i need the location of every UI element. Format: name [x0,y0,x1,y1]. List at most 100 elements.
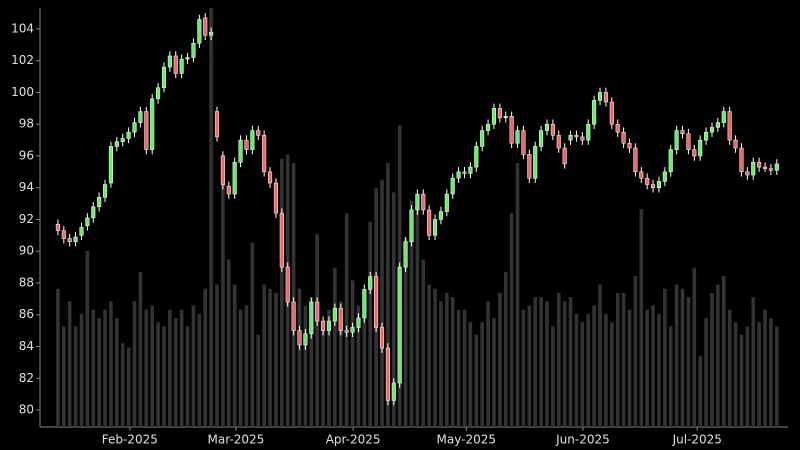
candle-body [326,320,332,331]
y-tick-label: 90 [19,244,34,258]
volume-bar [144,309,149,427]
volume-bar [350,280,355,427]
volume-bar [250,242,255,427]
volume-bar [162,326,166,427]
volume-bar [598,284,602,427]
volume-bar [663,288,667,427]
volume-bar [533,297,538,427]
candle-body [462,171,467,174]
volume-bar [492,318,496,427]
volume-bar [156,322,160,427]
candle-body [126,131,131,139]
volume-bar [409,200,414,427]
candle-body [727,111,732,141]
candle-body [297,330,302,346]
y-tick-label: 100 [11,85,34,99]
candle-body [267,171,273,184]
volume-bar [327,309,331,427]
candle-body [597,92,603,101]
candle-body [179,58,184,74]
volume-bar [633,276,638,427]
candle-body [544,123,550,131]
y-tick-label: 104 [11,21,34,35]
candle-body [144,111,149,150]
x-tick-label: May-2025 [437,433,496,447]
candle-body [656,181,662,188]
volume-bar [362,297,367,427]
volume-bar [427,284,431,427]
candle-body [256,130,261,136]
volume-bar [73,326,78,427]
volume-bar [115,318,119,427]
volume-bar [704,318,708,427]
volume-bar [592,305,596,427]
volume-bar [639,209,644,427]
volume-bar [79,313,84,427]
volume-bar [421,259,426,427]
candle-body [556,135,561,149]
candle-body [309,301,314,335]
volume-bar [97,318,101,427]
candle-body [55,223,60,231]
volume-bar [403,238,408,427]
volume-bar [574,313,579,427]
candle-body [250,130,255,150]
volume-bar [710,292,714,427]
candle-body [415,193,420,211]
candle-body [639,171,644,179]
candle-body [645,177,650,185]
volume-bar [733,322,738,427]
volume-bar [568,297,573,427]
candle-body [262,135,267,173]
volume-bar [215,284,219,427]
volume-bar [692,267,697,427]
candle-body [521,130,526,155]
volume-bar [698,355,703,427]
y-tick-label: 86 [19,307,34,321]
candle-body [321,320,326,331]
volume-bar [486,301,490,427]
volume-bar [745,326,750,427]
volume-bar [527,305,532,427]
volume-bar [757,322,761,427]
candle-body [662,171,667,182]
candle-body [438,211,443,220]
volume-bar [415,209,420,427]
candle-body [527,154,532,179]
volume-bar [769,318,773,427]
candle-body [550,123,555,136]
candle-body [751,162,756,176]
candle-body [692,149,697,157]
volume-bar [498,292,502,427]
volume-bar [109,301,113,427]
candle-body [73,236,78,242]
volume-bar [262,284,266,427]
volume-bar [775,326,779,427]
candle-body [533,146,538,179]
candle-body [150,98,155,150]
candle-body [609,101,614,125]
candle-body [67,238,72,242]
candle-body [97,197,102,208]
candle-body [704,131,709,141]
candle-body [503,116,508,119]
candle-body [344,330,349,333]
candle-body [580,136,585,141]
volume-bar [545,301,549,427]
candle-body [315,301,320,322]
volume-bar [645,309,649,427]
candle-body [768,168,773,171]
volume-bar [150,305,154,427]
candle-body [338,308,343,331]
volume-bar [168,309,172,427]
volume-bar [126,347,131,427]
candle-body [686,133,691,150]
volume-bar [521,309,526,427]
volume-bar [291,163,296,427]
candle-body [444,193,449,212]
volume-bar [604,313,608,427]
candle-body [273,182,278,214]
y-tick-label: 96 [19,148,34,162]
candle-body [132,122,137,133]
volume-bar [268,288,272,427]
